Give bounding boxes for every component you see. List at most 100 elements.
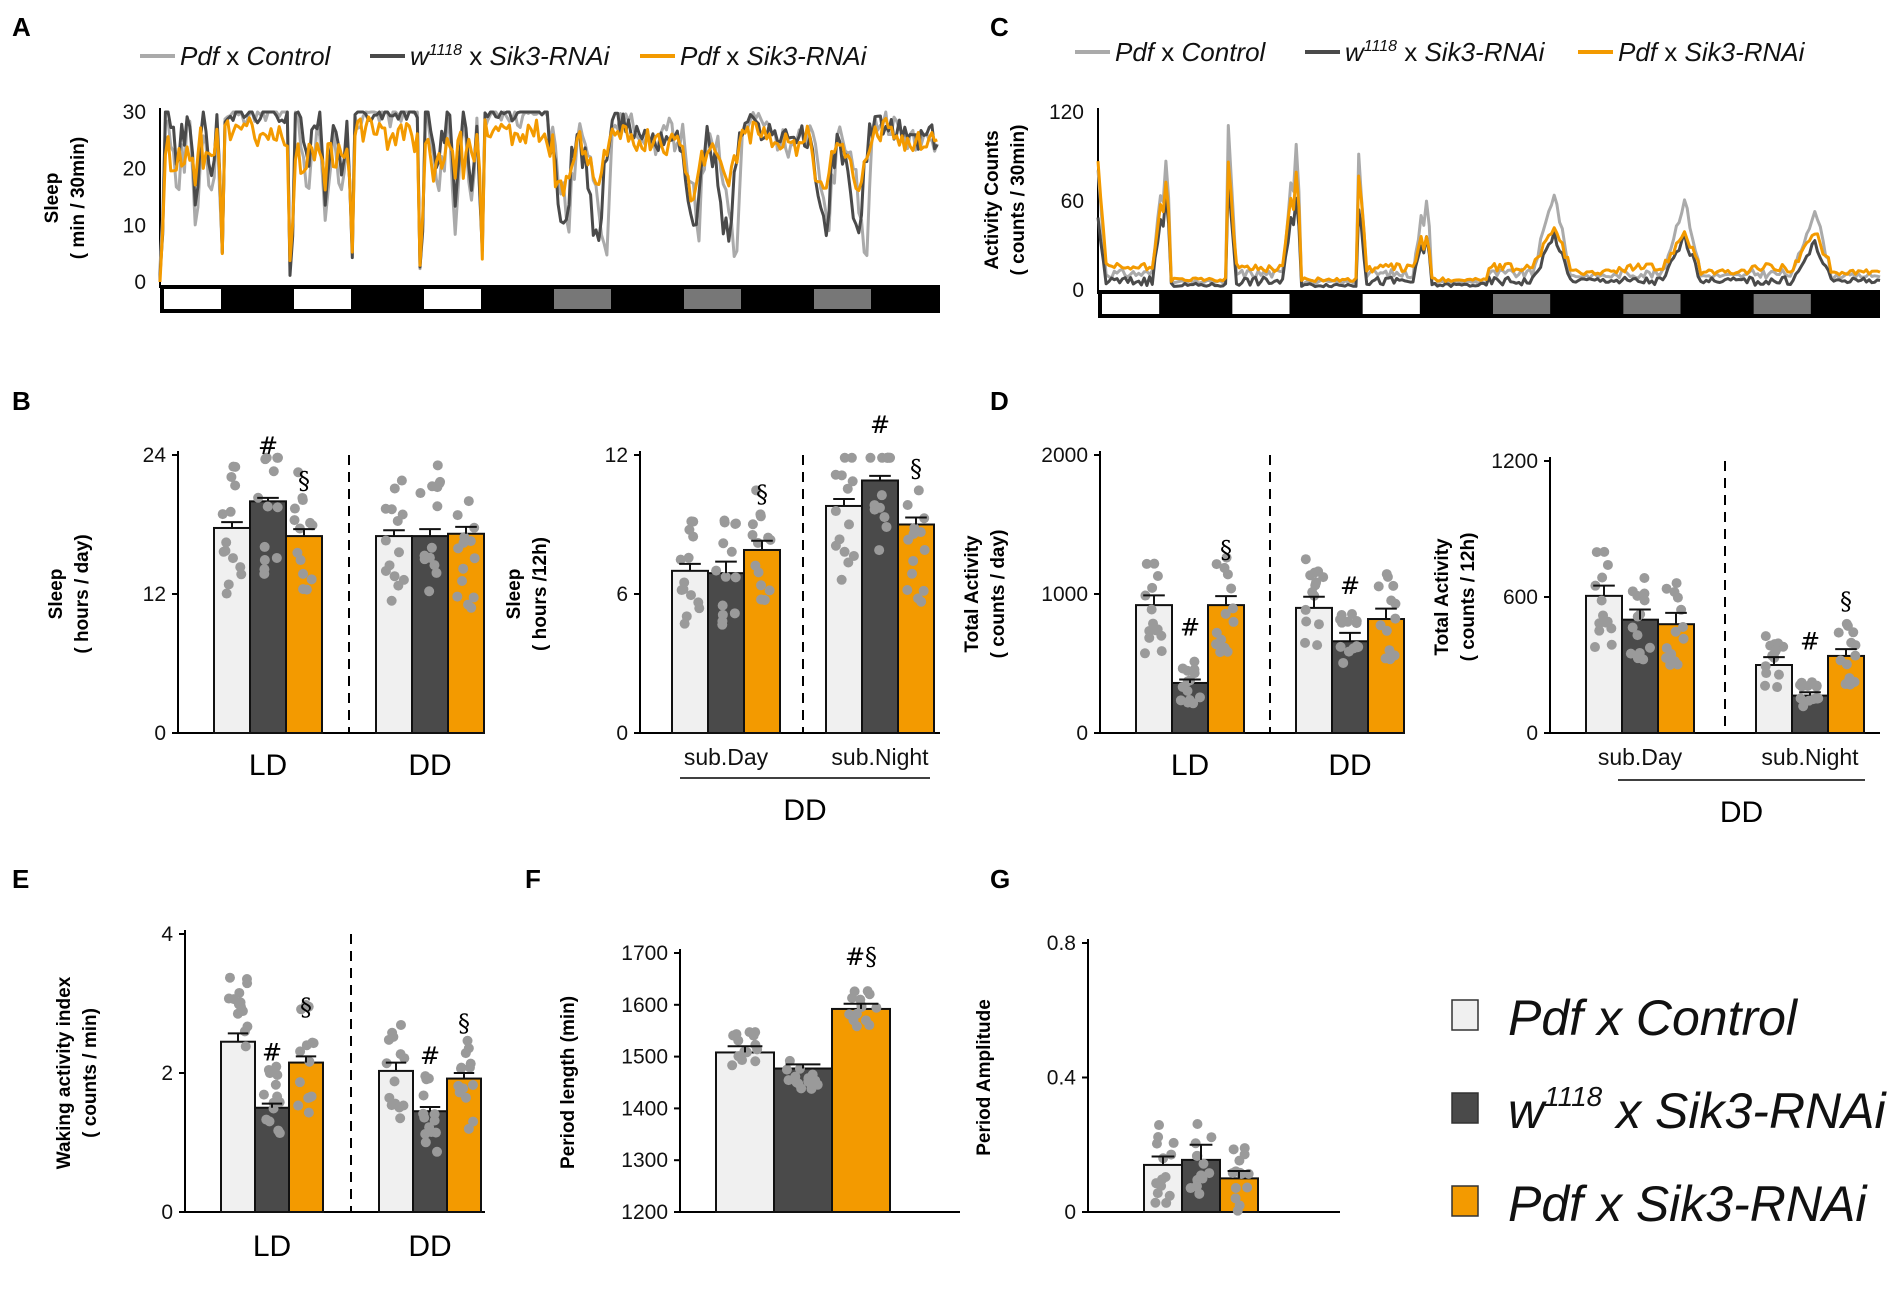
data-point xyxy=(1230,1183,1241,1194)
significance-mark: #§ xyxy=(845,943,877,971)
data-point xyxy=(456,1062,467,1073)
svg-text:Pdf x Sik3-RNAi: Pdf x Sik3-RNAi xyxy=(680,41,868,71)
data-point xyxy=(1627,622,1638,633)
data-point xyxy=(1301,616,1312,627)
y-tick-label: 0 xyxy=(154,722,166,745)
data-point xyxy=(1300,554,1311,565)
data-point xyxy=(1310,580,1321,591)
data-point xyxy=(683,552,694,563)
svg-text:Pdf x Sik3-RNAi: Pdf x Sik3-RNAi xyxy=(1618,37,1806,67)
data-point xyxy=(463,496,474,507)
category-label: DD xyxy=(408,1230,451,1263)
data-point xyxy=(741,1047,752,1058)
data-point xyxy=(718,538,729,549)
data-point xyxy=(458,563,469,574)
data-point xyxy=(395,1019,406,1030)
category-label: LD xyxy=(253,1230,291,1263)
data-point xyxy=(1166,1149,1177,1160)
ylabel-line-1: Sleep xyxy=(42,173,63,224)
data-point xyxy=(729,608,740,619)
data-point xyxy=(224,972,235,983)
group-label: DD xyxy=(783,794,826,827)
ylabel-line-2: ( counts / day) xyxy=(988,530,1009,659)
data-point xyxy=(1147,582,1158,593)
y-tick-label: 1200 xyxy=(621,1201,668,1224)
data-point xyxy=(384,1092,395,1103)
data-point xyxy=(1678,633,1689,644)
data-point xyxy=(295,1046,306,1057)
y-tick-label: 30 xyxy=(123,101,146,124)
data-point xyxy=(1309,590,1320,601)
subjective-day-phase xyxy=(1623,294,1681,314)
data-point xyxy=(305,517,316,528)
data-point xyxy=(864,989,875,1000)
data-point xyxy=(1661,643,1672,654)
light-phase xyxy=(424,289,481,309)
data-point xyxy=(848,1015,859,1026)
data-point xyxy=(1227,603,1238,614)
data-point xyxy=(744,1027,755,1038)
data-point xyxy=(1625,648,1636,659)
data-point xyxy=(298,568,309,579)
big-legend-swatch-rnai xyxy=(1451,1092,1479,1124)
data-point xyxy=(1338,657,1349,668)
y-tick-label: 0 xyxy=(1072,279,1084,302)
ylabel-line-2: ( hours / day) xyxy=(72,534,93,653)
data-point xyxy=(308,1038,319,1049)
data-point xyxy=(223,579,234,590)
y-tick-label: 0 xyxy=(161,1201,173,1224)
data-point xyxy=(1772,682,1783,693)
y-tick-label: 1600 xyxy=(621,994,668,1017)
data-point xyxy=(225,506,236,517)
data-point xyxy=(399,1053,410,1064)
y-tick-label: 60 xyxy=(1061,190,1084,213)
data-point xyxy=(1204,1168,1215,1179)
data-point xyxy=(234,987,245,998)
data-point xyxy=(393,547,404,558)
significance-mark: # xyxy=(258,432,278,460)
data-point xyxy=(1220,608,1231,619)
panel-label-g: G xyxy=(990,864,1010,894)
data-point xyxy=(272,502,283,513)
data-point xyxy=(1228,1144,1239,1155)
D2-ylabel: Total Activity( counts / 12h) xyxy=(1432,533,1479,662)
data-point xyxy=(1795,679,1806,690)
y-tick-label: 2 xyxy=(161,1062,173,1085)
data-point xyxy=(397,509,408,520)
light-phase xyxy=(1102,294,1160,314)
data-point xyxy=(865,452,876,463)
data-point xyxy=(386,504,397,515)
data-point xyxy=(1211,559,1222,570)
data-point xyxy=(1671,578,1682,589)
data-point xyxy=(220,545,231,556)
ylabel-line-1: Sleep xyxy=(504,569,525,620)
data-point xyxy=(263,1064,274,1075)
data-point xyxy=(452,510,463,521)
data-point xyxy=(1389,650,1400,661)
y-tick-label: 0 xyxy=(1064,1201,1076,1224)
bar-D2-1-0 xyxy=(1755,664,1793,734)
y-tick-label: 1000 xyxy=(1041,583,1088,606)
data-point xyxy=(1639,572,1650,583)
data-point xyxy=(902,585,913,596)
G-ylabel: Period Amplitude xyxy=(974,999,995,1156)
data-point xyxy=(730,518,741,529)
y-tick-label: 0.8 xyxy=(1047,932,1076,955)
ylabel-line-2: ( counts / 12h) xyxy=(1458,533,1479,662)
ylabel-line-1: Period length (min) xyxy=(558,996,579,1169)
data-point xyxy=(468,592,479,603)
data-point xyxy=(223,993,234,1004)
data-point xyxy=(293,1100,304,1111)
series-line-0 xyxy=(1096,124,1881,286)
c-light-bar xyxy=(1098,290,1880,318)
data-point xyxy=(426,542,437,553)
data-point xyxy=(432,460,443,471)
light-bar-bg xyxy=(160,285,940,313)
y-tick-label: 0 xyxy=(1526,722,1538,745)
data-point xyxy=(1149,558,1160,569)
data-point xyxy=(1189,656,1200,667)
data-point xyxy=(1168,1137,1179,1148)
light-bar-bg xyxy=(1098,290,1880,318)
data-point xyxy=(675,554,686,565)
significance-mark: § xyxy=(458,1009,470,1037)
